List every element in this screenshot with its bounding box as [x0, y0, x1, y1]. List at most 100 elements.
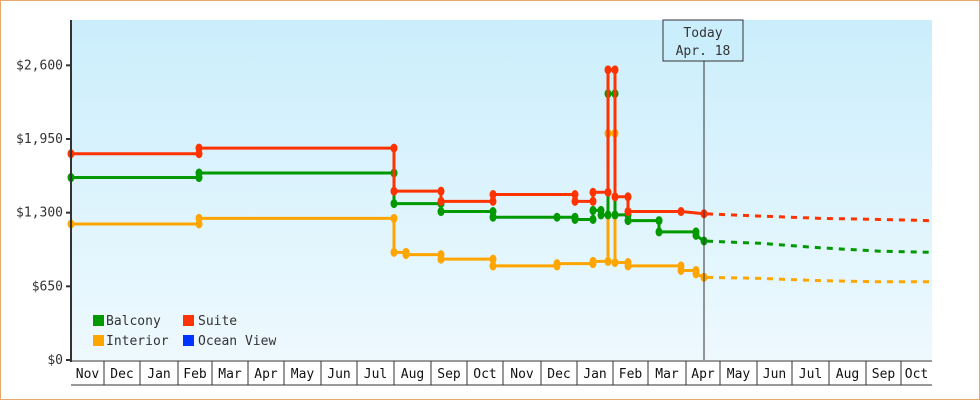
data-point[interactable]: [604, 210, 612, 220]
x-tick-label: Jul: [799, 367, 822, 382]
x-tick-label: Nov: [76, 367, 100, 382]
data-point[interactable]: [437, 254, 445, 264]
legend-swatch-balcony: [93, 315, 104, 326]
today-marker: Today Apr. 18: [662, 19, 744, 360]
data-point[interactable]: [390, 247, 398, 257]
data-point[interactable]: [402, 250, 410, 260]
data-point[interactable]: [437, 196, 445, 206]
data-point[interactable]: [489, 190, 497, 200]
series-balcony: [67, 89, 931, 254]
x-tick-label: Mar: [655, 367, 679, 382]
y-tick-label: $2,600: [16, 58, 63, 73]
data-point[interactable]: [571, 214, 579, 224]
legend-swatch-ocean-view: [183, 335, 194, 346]
x-tick-label: Dec: [547, 367, 570, 382]
data-point[interactable]: [553, 212, 561, 222]
data-point[interactable]: [571, 190, 579, 200]
x-tick-label: Apr: [691, 367, 715, 382]
data-point[interactable]: [437, 186, 445, 196]
data-point[interactable]: [195, 213, 203, 223]
data-point[interactable]: [692, 269, 700, 279]
series-suite: [67, 65, 931, 223]
data-point[interactable]: [655, 227, 663, 237]
data-point[interactable]: [597, 210, 605, 220]
legend-item-ocean-view[interactable]: Ocean View: [183, 334, 276, 349]
data-point[interactable]: [624, 261, 632, 271]
x-tick-label: Aug: [836, 367, 859, 382]
data-point[interactable]: [390, 143, 398, 153]
series-layer: [67, 65, 931, 284]
data-point[interactable]: [195, 143, 203, 153]
x-axis: Nov Dec Jan Feb Mar Apr May Jun Jul Aug Sep Oct Nov D…: [71, 360, 932, 386]
series-interior: [67, 128, 930, 284]
x-tick-label: Jul: [364, 367, 387, 382]
x-tick-label: Feb: [619, 367, 643, 382]
data-point[interactable]: [489, 254, 497, 264]
legend-item-balcony[interactable]: Balcony: [93, 314, 161, 329]
data-point[interactable]: [195, 168, 203, 178]
data-point[interactable]: [589, 205, 597, 215]
x-tick-label: Feb: [183, 367, 207, 382]
x-tick-label: Sep: [437, 367, 461, 382]
x-tick-label: Jun: [327, 367, 350, 382]
legend-label: Suite: [198, 314, 237, 329]
data-point[interactable]: [677, 265, 685, 275]
data-point[interactable]: [624, 192, 632, 202]
data-point[interactable]: [589, 196, 597, 206]
data-point[interactable]: [604, 65, 612, 75]
data-point[interactable]: [489, 261, 497, 271]
x-tick-label: Aug: [401, 367, 424, 382]
data-point[interactable]: [489, 212, 497, 222]
today-label: Today: [683, 26, 722, 41]
x-tick-label: Oct: [905, 367, 928, 382]
data-point[interactable]: [655, 216, 663, 226]
x-tick-label: Oct: [473, 367, 496, 382]
data-point[interactable]: [624, 207, 632, 217]
x-tick-label: Apr: [254, 367, 278, 382]
x-tick-label: Nov: [510, 367, 534, 382]
x-tick-label: Sep: [872, 367, 896, 382]
legend-item-interior[interactable]: Interior: [93, 334, 169, 349]
data-point[interactable]: [589, 214, 597, 224]
data-point[interactable]: [390, 199, 398, 209]
legend-label: Interior: [106, 334, 169, 349]
x-tick-label: Mar: [218, 367, 242, 382]
data-point[interactable]: [390, 213, 398, 223]
y-tick-label: $1,300: [16, 206, 63, 221]
legend-label: Ocean View: [198, 334, 276, 349]
legend-swatch-suite: [183, 315, 194, 326]
data-point[interactable]: [589, 256, 597, 266]
data-point[interactable]: [589, 187, 597, 197]
x-tick-label: May: [291, 367, 315, 382]
data-point[interactable]: [611, 258, 619, 268]
legend: Balcony Suite Interior Ocean View: [93, 314, 276, 349]
data-point[interactable]: [571, 196, 579, 206]
x-tick-label: May: [727, 367, 751, 382]
y-tick-label: $0: [47, 353, 63, 368]
data-point[interactable]: [390, 186, 398, 196]
plot-area: [71, 20, 932, 360]
legend-label: Balcony: [106, 314, 161, 329]
data-point[interactable]: [611, 192, 619, 202]
y-tick-label: $650: [32, 279, 63, 294]
today-date: Apr. 18: [676, 44, 731, 59]
data-point[interactable]: [692, 230, 700, 240]
data-point[interactable]: [604, 256, 612, 266]
data-point[interactable]: [553, 259, 561, 269]
data-point[interactable]: [611, 65, 619, 75]
y-tick-label: $1,950: [16, 132, 63, 147]
data-point[interactable]: [624, 216, 632, 226]
data-point[interactable]: [611, 210, 619, 220]
legend-item-suite[interactable]: Suite: [183, 314, 237, 329]
y-axis: $0 $650 $1,300 $1,950 $2,600: [16, 20, 72, 368]
data-point[interactable]: [604, 187, 612, 197]
x-tick-label: Jan: [583, 367, 606, 382]
data-point[interactable]: [677, 207, 685, 217]
data-point[interactable]: [437, 207, 445, 217]
x-tick-label: Jun: [763, 367, 786, 382]
x-tick-label: Dec: [110, 367, 133, 382]
legend-swatch-interior: [93, 335, 104, 346]
data-point[interactable]: [489, 196, 497, 206]
